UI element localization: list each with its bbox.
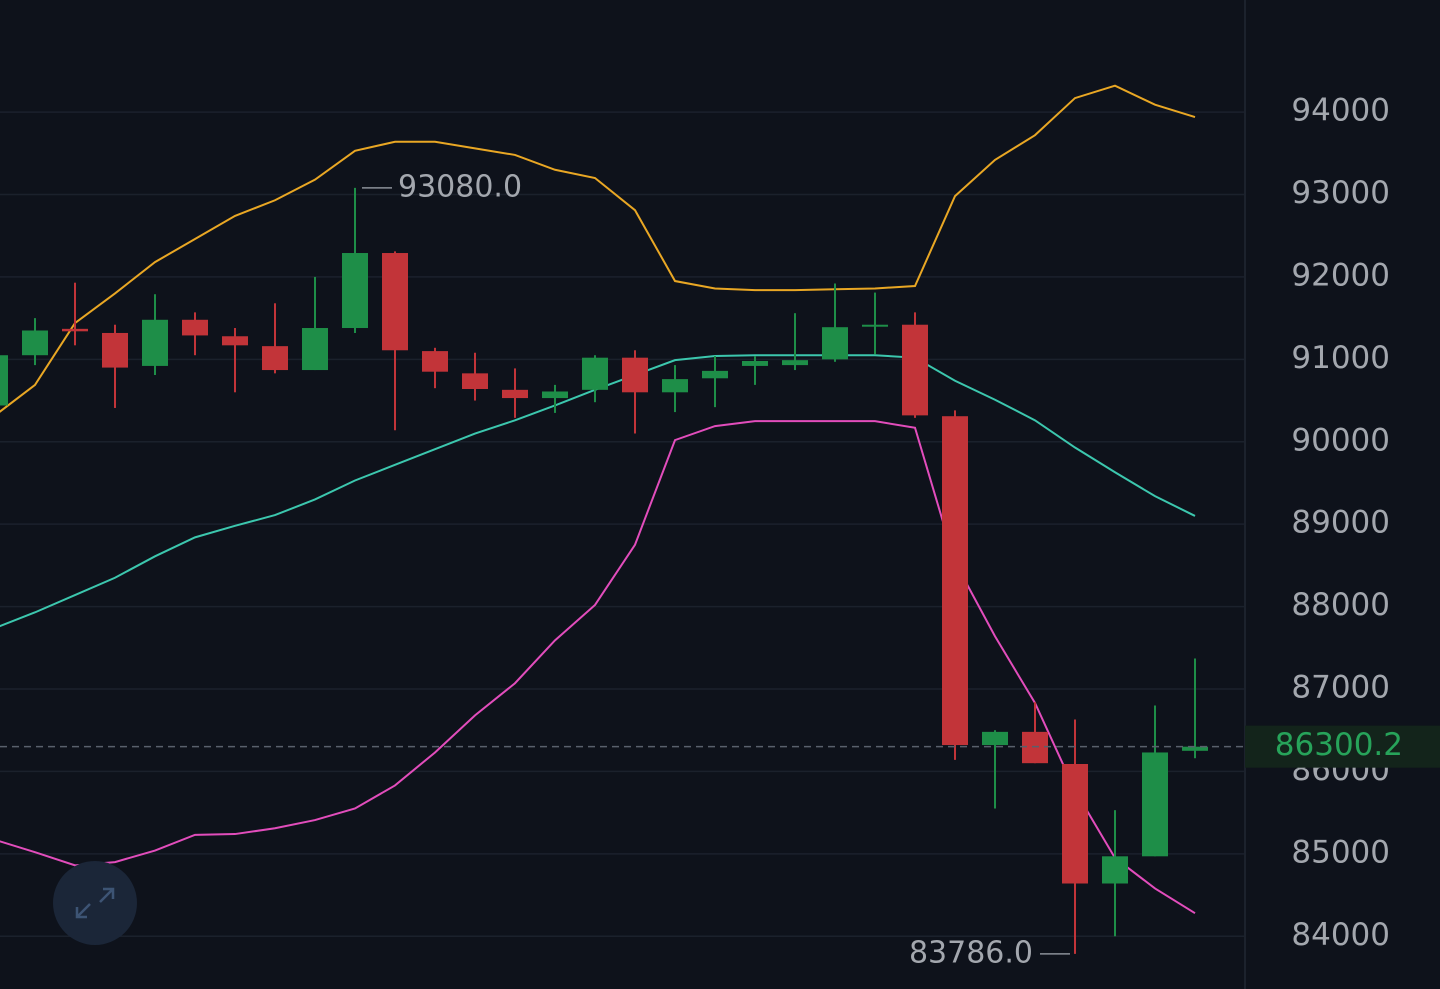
candle-body	[62, 328, 88, 332]
expand-button[interactable]	[53, 861, 137, 945]
last-price-label: 86300.2	[1275, 727, 1403, 763]
y-tick-label: 90000	[1291, 422, 1390, 458]
candle-body	[1062, 764, 1088, 884]
candle-body	[782, 360, 808, 366]
candle-body	[742, 360, 768, 366]
y-tick-label: 92000	[1291, 257, 1390, 293]
candle-body	[702, 370, 728, 379]
candle-body	[262, 346, 288, 371]
y-tick-label: 94000	[1291, 93, 1390, 129]
candle-body	[982, 731, 1008, 746]
candle-body	[462, 373, 488, 390]
candle-body	[542, 391, 568, 399]
candle-body	[1022, 731, 1048, 764]
y-tick-label: 88000	[1291, 587, 1390, 623]
expand-button-bg[interactable]	[53, 861, 137, 945]
candle-body	[1182, 746, 1208, 751]
candles	[0, 187, 1208, 954]
max-label: 93080.0	[398, 169, 522, 204]
candle-body	[902, 324, 928, 416]
candle-body	[342, 253, 368, 329]
band-lower	[0, 420, 1196, 915]
candle-body	[1142, 752, 1168, 857]
candle-body	[502, 389, 528, 399]
candle-body	[1102, 856, 1128, 884]
y-tick-label: 84000	[1291, 917, 1390, 953]
candle-body	[222, 336, 248, 346]
y-tick-label: 89000	[1291, 505, 1390, 541]
candle-body	[422, 351, 448, 372]
candle-body	[942, 416, 968, 746]
y-axis: 8400085000860008700088000890009000091000…	[1245, 93, 1440, 953]
candle-body	[22, 330, 48, 356]
candle-body	[862, 324, 888, 327]
candle-body	[0, 355, 8, 406]
candle-body	[582, 357, 608, 390]
candle-body	[302, 328, 328, 371]
candle-body	[662, 379, 688, 393]
candle-body	[822, 327, 848, 360]
y-tick-label: 93000	[1291, 175, 1390, 211]
candle-body	[102, 332, 128, 368]
last-price-box	[1245, 725, 1440, 768]
candle-body	[182, 319, 208, 336]
min-label: 83786.0	[909, 935, 1033, 970]
y-tick-label: 85000	[1291, 834, 1390, 870]
overlay: 93080.0 83786.0	[0, 169, 1245, 970]
candle-body	[382, 253, 408, 351]
y-tick-label: 91000	[1291, 340, 1390, 376]
candle-body	[622, 357, 648, 393]
expand-icon[interactable]	[75, 887, 115, 919]
grid	[0, 111, 1245, 938]
y-tick-label: 87000	[1291, 670, 1390, 706]
candle-body	[142, 319, 168, 366]
band-upper	[0, 84, 1196, 413]
